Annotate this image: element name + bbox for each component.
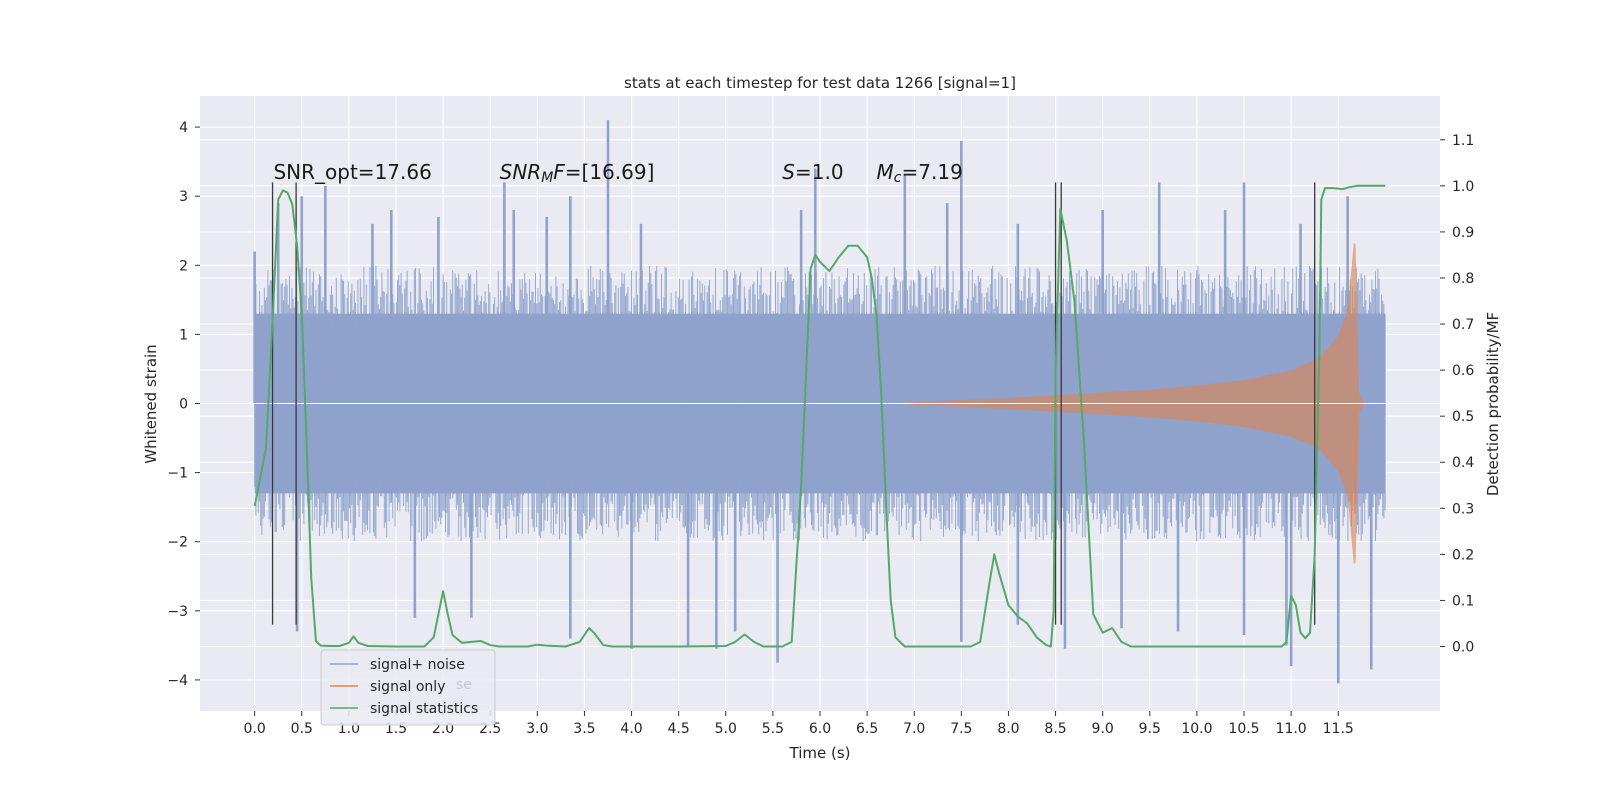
legend-ghost-text: se (456, 677, 472, 693)
y2-tick-label: 0.4 (1452, 455, 1474, 471)
x-tick-label: 6.5 (856, 721, 878, 737)
x-tick-label: 11.0 (1276, 721, 1307, 737)
y-tick-label: −1 (167, 466, 188, 482)
x-tick-label: 5.0 (715, 721, 737, 737)
x-tick-label: 3.0 (526, 721, 548, 737)
annotation-text: SNRMF=[16.69] (500, 160, 655, 186)
x-tick-label: 8.5 (1044, 721, 1066, 737)
y2-tick-label: 0.9 (1452, 225, 1474, 241)
y2-tick-label: 0.1 (1452, 593, 1474, 609)
y-tick-label: −2 (167, 535, 188, 551)
annotation-text: S=1.0 (782, 160, 843, 184)
x-tick-label: 9.5 (1139, 721, 1161, 737)
y2-tick-label: 0.3 (1452, 501, 1474, 517)
y-tick-label: 0 (179, 397, 188, 413)
annotation-text: SNR_opt=17.66 (273, 160, 431, 184)
y-tick-label: −3 (167, 604, 188, 620)
y-tick-label: 3 (179, 189, 188, 205)
legend: se signal+ noise signal only signal stat… (320, 649, 496, 726)
x-tick-label: 3.5 (573, 721, 595, 737)
legend-label-signal-statistics: signal statistics (370, 701, 478, 717)
y-axis-ticks: 4 3 2 1 0 −1 −2 −3 −4 (167, 120, 200, 689)
y2-axis-ticks: 1.1 1.0 0.9 0.8 0.7 0.6 0.5 0.4 0.3 0.2 0.1 0.0 (1440, 133, 1474, 656)
x-tick-label: 11.5 (1323, 721, 1354, 737)
y2-tick-label: 0.2 (1452, 547, 1474, 563)
x-tick-label: 8.0 (997, 721, 1019, 737)
legend-box (320, 649, 496, 726)
y2-tick-label: 1.1 (1452, 133, 1474, 149)
annotation-text: Mc=7.19 (877, 160, 963, 186)
x-tick-label: 7.0 (903, 721, 925, 737)
y-tick-label: 2 (179, 258, 188, 274)
x-tick-label: 0.0 (244, 721, 266, 737)
y-axis-label: Whitened strain (142, 344, 160, 463)
y2-tick-label: 0.7 (1452, 317, 1474, 333)
annotations: SNR_opt=17.66 SNRMF=[16.69] S=1.0 Mc=7.19 (273, 160, 962, 186)
x-axis-label: Time (s) (789, 744, 851, 762)
x-tick-label: 6.0 (809, 721, 831, 737)
chart-title: stats at each timestep for test data 126… (624, 74, 1016, 92)
y2-tick-label: 1.0 (1452, 179, 1474, 195)
y-tick-label: 4 (179, 120, 188, 136)
y2-axis-label: Detection probability/MF (1484, 312, 1502, 496)
y2-tick-label: 0.0 (1452, 640, 1474, 656)
x-tick-label: 4.5 (668, 721, 690, 737)
x-tick-label: 4.0 (620, 721, 642, 737)
x-tick-label: 10.5 (1228, 721, 1259, 737)
y-tick-label: −4 (167, 673, 188, 689)
legend-label-signal-noise: signal+ noise (370, 657, 465, 673)
y-tick-label: 1 (179, 327, 188, 343)
signal-statistics-line (253, 184, 1386, 648)
x-axis-ticks: 0.0 0.5 1.0 1.5 2.0 2.5 3.0 3.5 4.0 4.5 5.0 5.5 6.0 6… (244, 711, 1354, 737)
x-tick-label: 5.5 (762, 721, 784, 737)
y2-tick-label: 0.6 (1452, 363, 1474, 379)
y2-tick-label: 0.5 (1452, 409, 1474, 425)
signal-statistics-series (253, 184, 1386, 648)
legend-label-signal-only: signal only (370, 679, 445, 695)
y2-tick-label: 0.8 (1452, 271, 1474, 287)
x-tick-label: 7.5 (950, 721, 972, 737)
x-tick-label: 0.5 (291, 721, 313, 737)
x-tick-label: 10.0 (1181, 721, 1212, 737)
x-tick-label: 9.0 (1092, 721, 1114, 737)
